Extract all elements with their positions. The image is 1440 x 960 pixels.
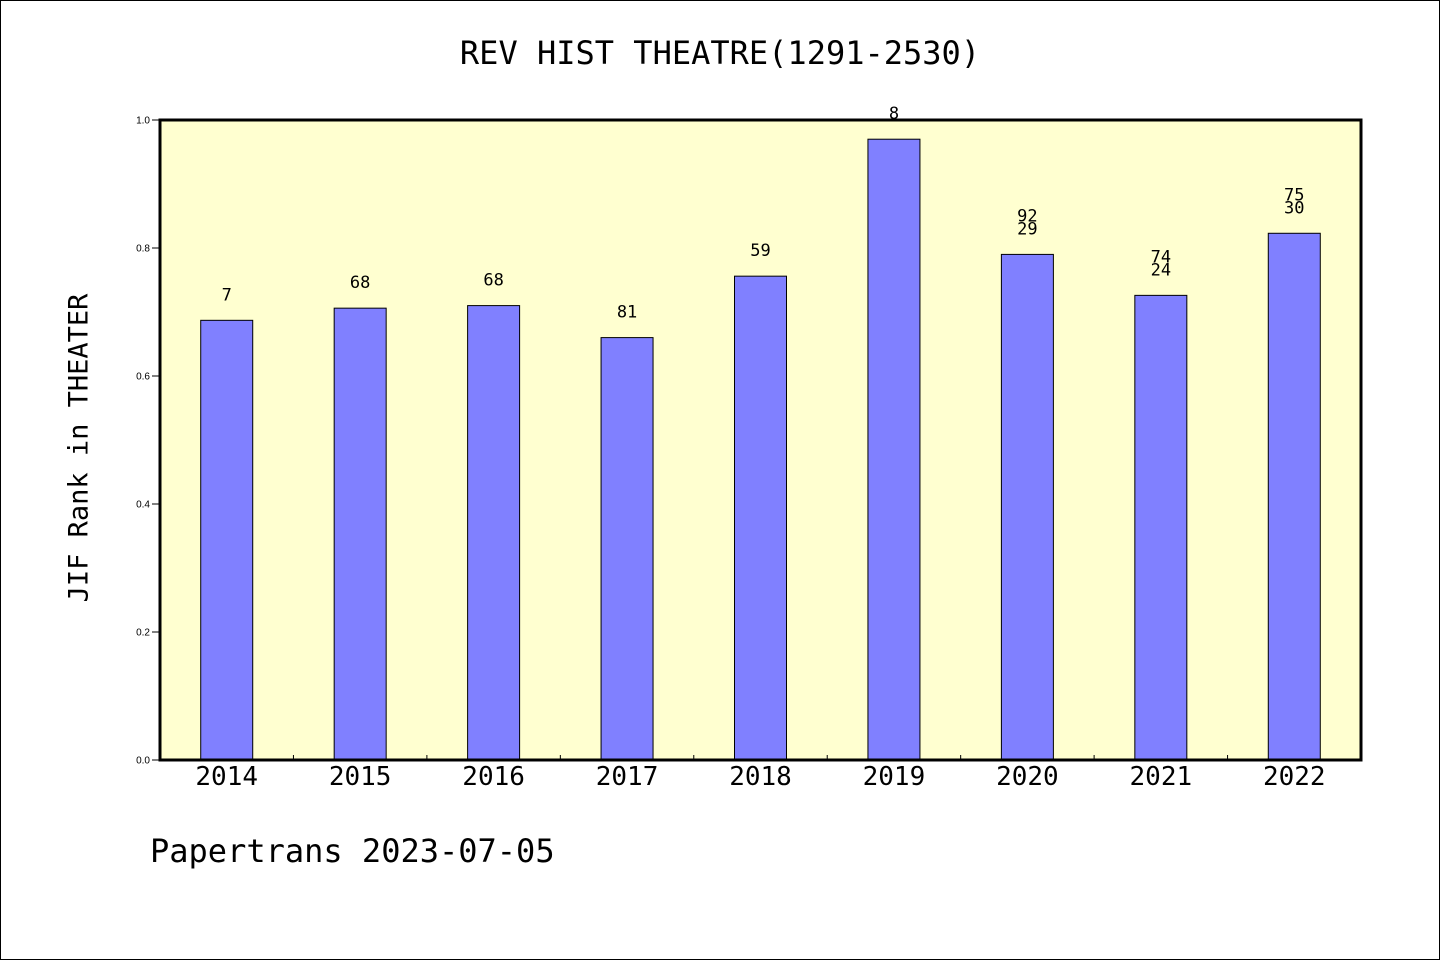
bar-data-label: 59: [750, 241, 770, 261]
bar-data-label: 74: [1151, 247, 1171, 267]
footer-credit: Papertrans 2023-07-05: [150, 832, 555, 870]
x-tick-label: 2022: [1263, 762, 1326, 792]
plot-border: [158, 118, 1363, 762]
bar-data-label: 29: [1017, 219, 1037, 239]
bar-2017: [600, 337, 654, 761]
y-tick-label: 0.8: [136, 244, 150, 255]
y-tick-label: 0.0: [136, 756, 150, 767]
y-tick-label: 0.4: [136, 500, 150, 511]
chart-title: REV HIST THEATRE(1291-2530): [459, 34, 981, 72]
bar-data-label: 75: [1284, 185, 1304, 205]
bar-data-label: 24: [1151, 260, 1171, 280]
y-tick-label: 0.6: [136, 372, 150, 383]
x-tick-label: 2019: [863, 762, 926, 792]
bar-2021: [1134, 294, 1188, 761]
y-tick-label: 0.2: [136, 628, 150, 639]
bar-2015: [333, 307, 387, 761]
bar-2022: [1267, 232, 1321, 761]
bar-data-label: 92: [1017, 206, 1037, 226]
bar-2014: [200, 319, 254, 761]
bar-data-label: 68: [483, 271, 503, 291]
x-tick-label: 2017: [596, 762, 659, 792]
bar-2016: [467, 305, 521, 761]
bar-data-label: 8: [889, 104, 899, 124]
x-tick-label: 2018: [729, 762, 792, 792]
x-tick-label: 2015: [329, 762, 392, 792]
y-tick-label: 1.0: [136, 116, 150, 127]
bar-2019: [867, 138, 921, 761]
x-tick-label: 2020: [996, 762, 1059, 792]
bar-2020: [1000, 253, 1054, 761]
x-tick-label: 2021: [1130, 762, 1193, 792]
bar-data-label: 7: [222, 285, 232, 305]
x-tick-label: 2016: [462, 762, 525, 792]
x-tick-label: 2014: [195, 762, 258, 792]
bar-data-label: 30: [1284, 198, 1304, 218]
bar-data-label: 81: [617, 303, 637, 323]
bar-data-label: 68: [350, 273, 370, 293]
bar-2018: [734, 275, 787, 761]
